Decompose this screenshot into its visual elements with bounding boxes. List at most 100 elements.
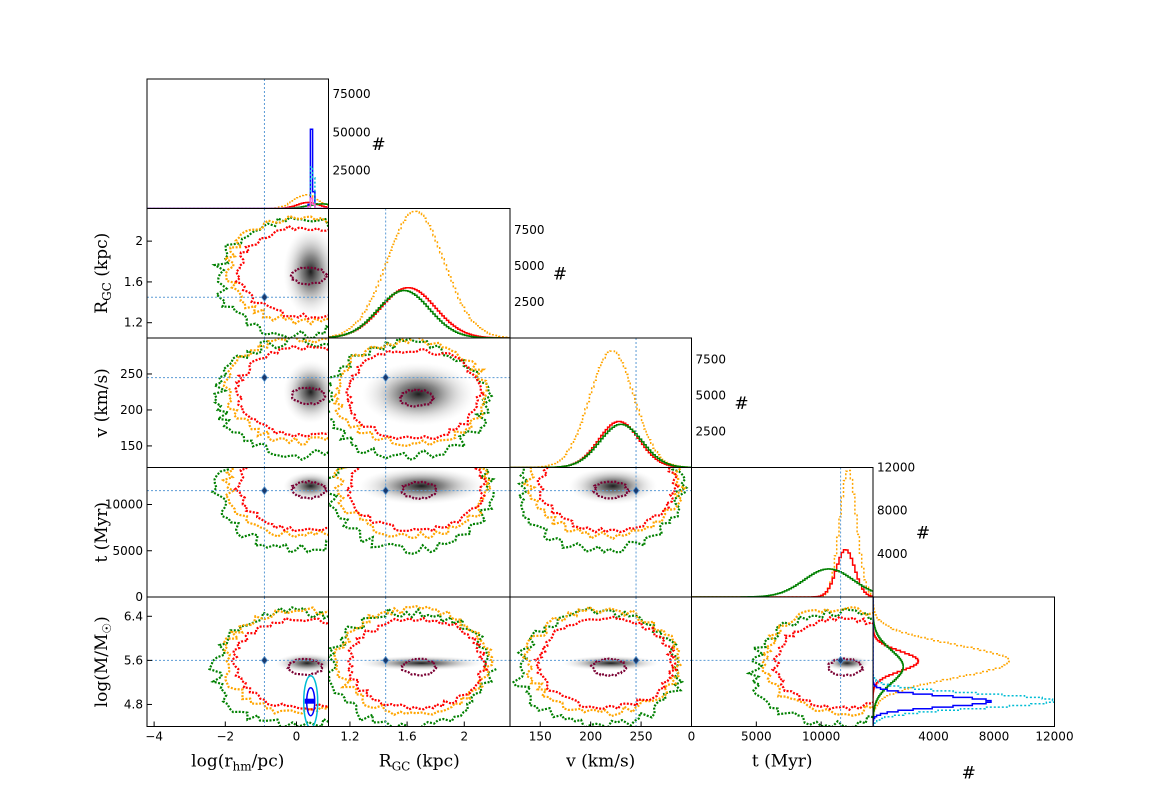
contour-cyan [302, 674, 319, 727]
contour-red [536, 467, 680, 534]
x-tick-label: 10000 [802, 730, 840, 744]
contour-layer [147, 208, 873, 727]
hist-series [147, 166, 329, 209]
contours-compact-blue [302, 674, 319, 727]
hist-series [873, 597, 992, 727]
contour-red [770, 615, 873, 712]
hist-series [510, 423, 692, 468]
contours-logr-t [147, 467, 329, 597]
histogram-t [691, 467, 873, 597]
hist-y-tick-label: 8000 [877, 504, 908, 518]
contour-green [511, 606, 685, 727]
hist-y-tick-label: 25000 [333, 163, 371, 177]
panel-frame [509, 337, 692, 468]
hist-y-tick-label: 7500 [514, 223, 545, 237]
x-tick-label: −2 [216, 730, 234, 744]
density-v-t [568, 467, 658, 505]
x-axis-label-v: v (km/s) [565, 752, 635, 772]
y-axis-label-t: t (Myr) [92, 502, 112, 563]
density-blob [361, 362, 476, 426]
density-v-logm [562, 655, 660, 671]
hist-y-tick-label: 75000 [333, 87, 371, 101]
contour-red [345, 616, 489, 711]
contour-green [328, 467, 496, 555]
density-blob [568, 467, 658, 505]
tick-label-layer: −4 −2 0 1.2 1.6 2 150 200 250 0 5000 10000 4000 8000 1… [92, 87, 1074, 783]
x-tick-label: 0 [293, 730, 301, 744]
contour-maroon [397, 388, 437, 408]
hist-y-label: # [734, 394, 748, 414]
hist-y-tick-label: 5000 [514, 259, 545, 273]
y-tick-label: 2 [135, 234, 143, 248]
hist-series [147, 128, 329, 209]
contour-blue-core [304, 698, 315, 704]
contour-green [207, 606, 329, 727]
reference-marker [382, 372, 390, 383]
hist-y-label: # [553, 265, 567, 285]
density-rgc-t [358, 467, 485, 505]
density-blob [283, 471, 329, 501]
contour-orange [521, 605, 682, 718]
y-tick-label: 0 [135, 590, 143, 604]
contour-maroon [286, 657, 324, 677]
panel-frame [146, 78, 329, 209]
hist-series [147, 201, 329, 209]
panel-frames [146, 78, 1055, 727]
hist-series [691, 469, 873, 597]
hist-series [691, 568, 873, 597]
contour-red [533, 615, 679, 711]
reference-marker [837, 655, 845, 666]
density-blob [358, 467, 485, 505]
x-axis-label-t: t (Myr) [752, 752, 813, 772]
contour-maroon [290, 386, 327, 406]
reference-marker [260, 372, 268, 383]
hist-series [510, 350, 692, 468]
hist-series [873, 597, 920, 727]
hist-y-tick-label: 2500 [696, 425, 727, 439]
reference-marker [260, 485, 268, 496]
contour-maroon [289, 479, 329, 500]
contour-red [344, 348, 485, 441]
histogram-logr [147, 79, 329, 209]
x-tick-label: 250 [630, 730, 653, 744]
contour-orange [223, 606, 329, 715]
density-logr-rgc [283, 226, 329, 317]
histogram-v [510, 338, 692, 468]
density-logr-t [283, 471, 329, 501]
contours-logr-rgc [147, 208, 329, 338]
hist-series [873, 597, 904, 727]
x-axis-label-rgc: RGC (kpc) [379, 752, 460, 774]
contour-green [516, 467, 689, 554]
hist-y-tick-label: 50000 [333, 125, 371, 139]
hist-series [691, 549, 873, 597]
y-tick-label: 5000 [112, 544, 143, 558]
contour-green [745, 607, 873, 727]
y-axis-label-logm: log(M/M☉) [92, 616, 114, 707]
x-tick-label: 12000 [1035, 730, 1073, 744]
hist-series [328, 210, 510, 338]
x-axis-label-logr: log(rhm/pc) [191, 752, 284, 774]
density-blob [358, 655, 485, 671]
x-tick-label: 0 [688, 730, 696, 744]
contour-orange [332, 467, 494, 540]
contours-v-t [510, 467, 692, 597]
y-tick-label: 10000 [105, 498, 143, 512]
hist-y-tick-label: 4000 [877, 547, 908, 561]
density-logr-v [283, 360, 329, 424]
hist-series [328, 289, 510, 338]
contours-t-logm [691, 597, 873, 727]
y-tick-label: 250 [120, 367, 143, 381]
y-axis-label-v: v (km/s) [92, 368, 112, 438]
x-tick-label: 1.6 [398, 730, 417, 744]
density-rgc-v [361, 362, 476, 426]
y-tick-label: 1.6 [124, 275, 143, 289]
reference-marker [382, 485, 390, 496]
hist-y-tick-label: 5000 [696, 389, 727, 403]
density-blob [283, 360, 329, 424]
hist-y-tick-label: 12000 [877, 461, 915, 475]
density-t-logm [824, 655, 870, 671]
density-layer [275, 226, 870, 673]
hist-y-label: # [916, 524, 930, 544]
x-tick-label: 5000 [741, 730, 772, 744]
